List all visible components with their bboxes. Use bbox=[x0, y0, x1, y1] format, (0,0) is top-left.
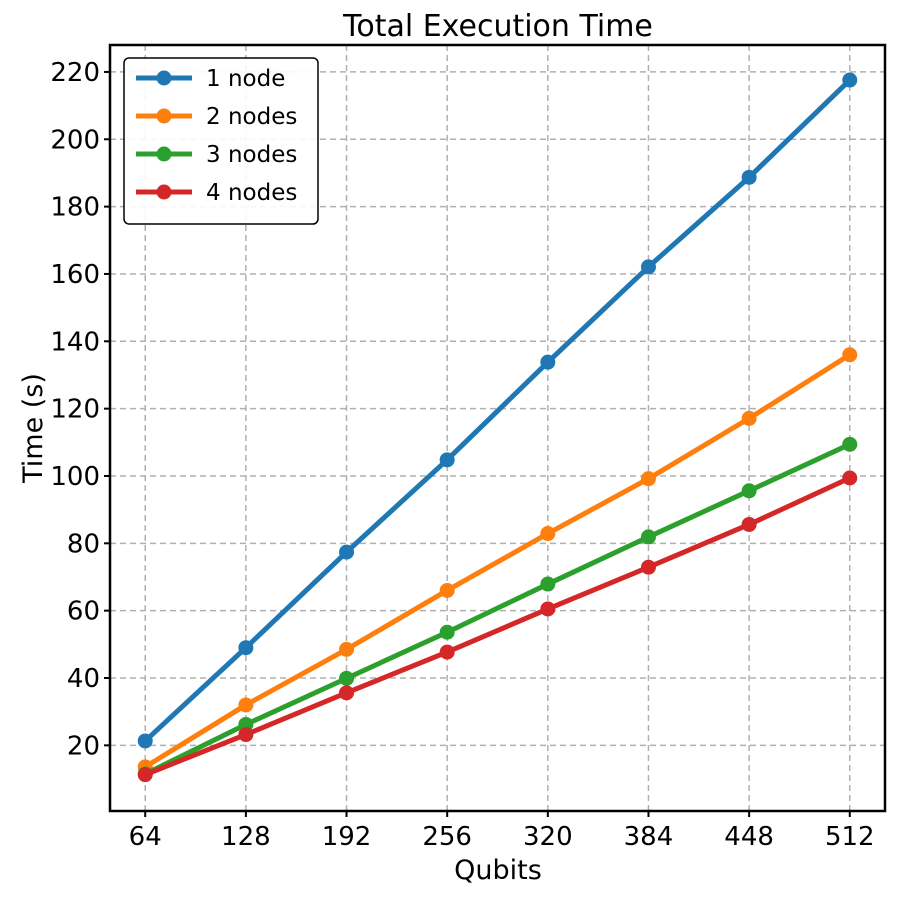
x-tick-label: 320 bbox=[523, 822, 573, 852]
data-point bbox=[439, 624, 455, 640]
x-tick-label: 192 bbox=[322, 822, 372, 852]
y-tick-label: 60 bbox=[67, 597, 100, 627]
data-point bbox=[439, 582, 455, 598]
x-tick-label: 448 bbox=[724, 822, 774, 852]
data-point bbox=[741, 169, 757, 185]
series-line bbox=[143, 352, 852, 770]
data-point bbox=[640, 471, 656, 487]
series-line bbox=[143, 78, 852, 743]
legend-item: 1 node bbox=[136, 66, 285, 92]
data-point bbox=[540, 576, 556, 592]
data-point bbox=[640, 259, 656, 275]
data-point bbox=[741, 410, 757, 426]
legend-label: 4 nodes bbox=[206, 180, 297, 206]
series-group bbox=[137, 72, 858, 783]
x-tick-label: 256 bbox=[422, 822, 472, 852]
series-4-nodes bbox=[137, 470, 858, 783]
y-tick-label: 180 bbox=[50, 193, 100, 223]
x-tick-label: 384 bbox=[624, 822, 674, 852]
y-tick-label: 200 bbox=[50, 125, 100, 155]
chart-title: Total Execution Time bbox=[342, 9, 653, 44]
data-point bbox=[137, 733, 153, 749]
data-point bbox=[640, 559, 656, 575]
data-point bbox=[842, 72, 858, 88]
x-tick-label: 128 bbox=[221, 822, 271, 852]
x-axis-ticks: 64 128 192 256 320 384 448 512 bbox=[129, 811, 875, 852]
legend: 1 node 2 nodes 3 nodes 4 nodes bbox=[123, 57, 319, 225]
data-point bbox=[339, 685, 355, 701]
data-point bbox=[842, 470, 858, 486]
data-point bbox=[339, 544, 355, 560]
x-axis-label: Qubits bbox=[454, 855, 542, 886]
legend-item: 4 nodes bbox=[136, 180, 297, 206]
data-point bbox=[540, 526, 556, 542]
legend-marker bbox=[156, 70, 172, 86]
legend-marker bbox=[156, 146, 172, 162]
series-line bbox=[144, 475, 851, 777]
data-point bbox=[137, 767, 153, 783]
data-point bbox=[540, 601, 556, 617]
y-tick-label: 220 bbox=[50, 58, 100, 88]
legend-item: 3 nodes bbox=[136, 142, 297, 168]
data-point bbox=[842, 436, 858, 452]
legend-label: 1 node bbox=[206, 66, 285, 92]
series-1-node bbox=[137, 72, 858, 749]
legend-item: 2 nodes bbox=[136, 104, 297, 130]
data-point bbox=[339, 670, 355, 686]
data-point bbox=[238, 727, 254, 743]
y-tick-label: 140 bbox=[50, 327, 100, 357]
legend-label: 3 nodes bbox=[206, 142, 297, 168]
legend-marker bbox=[156, 108, 172, 124]
plot-frame bbox=[108, 43, 887, 813]
legend-marker bbox=[156, 184, 172, 200]
data-point bbox=[842, 347, 858, 363]
data-point bbox=[238, 697, 254, 713]
x-tick-label: 64 bbox=[129, 822, 162, 852]
legend-box bbox=[123, 57, 319, 225]
data-point bbox=[439, 644, 455, 660]
x-tick-label: 512 bbox=[825, 822, 875, 852]
y-tick-label: 80 bbox=[67, 529, 100, 559]
y-axis-label: Time (s) bbox=[18, 373, 49, 484]
grid bbox=[110, 45, 885, 811]
series-line bbox=[144, 442, 851, 777]
y-tick-label: 100 bbox=[50, 462, 100, 492]
data-point bbox=[540, 354, 556, 370]
data-point bbox=[741, 516, 757, 532]
data-point bbox=[238, 640, 254, 656]
legend-label: 2 nodes bbox=[206, 104, 297, 130]
y-tick-label: 120 bbox=[50, 395, 100, 425]
y-tick-label: 160 bbox=[50, 260, 100, 290]
y-tick-label: 20 bbox=[67, 731, 100, 761]
y-tick-label: 40 bbox=[67, 664, 100, 694]
data-point bbox=[640, 529, 656, 545]
data-point bbox=[439, 452, 455, 468]
data-point bbox=[339, 641, 355, 657]
data-point bbox=[741, 483, 757, 499]
y-axis-ticks: 20 40 60 80 100 120 140 160 180 200 220 bbox=[50, 58, 110, 761]
